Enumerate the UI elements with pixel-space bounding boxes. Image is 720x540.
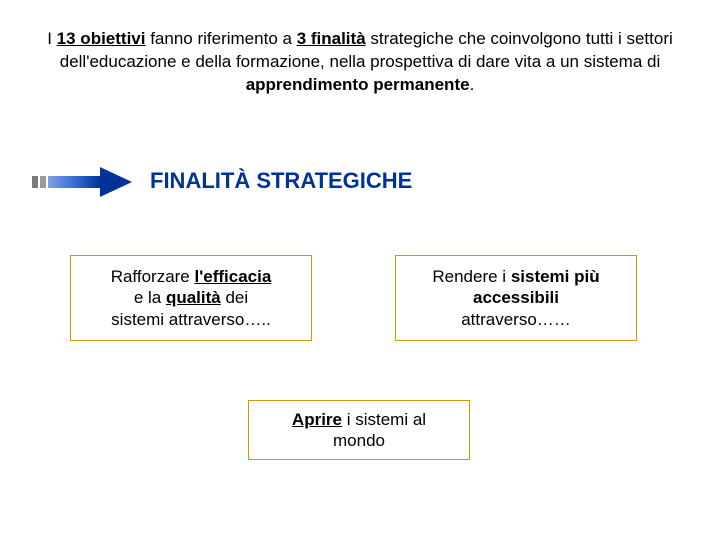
intro-bold1: 13 obiettivi — [57, 29, 146, 48]
box-aprire: Aprire i sistemi al mondo — [248, 400, 470, 460]
section-heading: FINALITÀ STRATEGICHE — [150, 168, 412, 194]
box-keyword: qualità — [166, 288, 221, 307]
box-text: Rendere i — [432, 267, 510, 286]
box-text: e la — [134, 288, 166, 307]
box-text: sistemi attraverso….. — [111, 310, 271, 329]
box-accessibili: Rendere i sistemi più accessibili attrav… — [395, 255, 637, 341]
intro-text: fanno riferimento a — [145, 29, 296, 48]
box-text: Rafforzare — [111, 267, 195, 286]
box-text: dei — [221, 288, 248, 307]
intro-bold2: 3 finalità — [297, 29, 366, 48]
intro-text: I — [47, 29, 56, 48]
arrow-icon — [32, 165, 132, 199]
box-keyword: accessibili — [473, 288, 559, 307]
box-keyword: Aprire — [292, 410, 342, 429]
box-text: mondo — [333, 431, 385, 450]
box-text: i sistemi al — [342, 410, 426, 429]
intro-bold-tail: apprendimento permanente — [246, 75, 470, 94]
box-efficacia: Rafforzare l'efficacia e la qualità dei … — [70, 255, 312, 341]
intro-period: . — [470, 75, 475, 94]
box-text: attraverso…… — [461, 310, 571, 329]
box-keyword: l'efficacia — [194, 267, 271, 286]
intro-paragraph: I 13 obiettivi fanno riferimento a 3 fin… — [40, 28, 680, 97]
box-keyword: sistemi più — [511, 267, 600, 286]
